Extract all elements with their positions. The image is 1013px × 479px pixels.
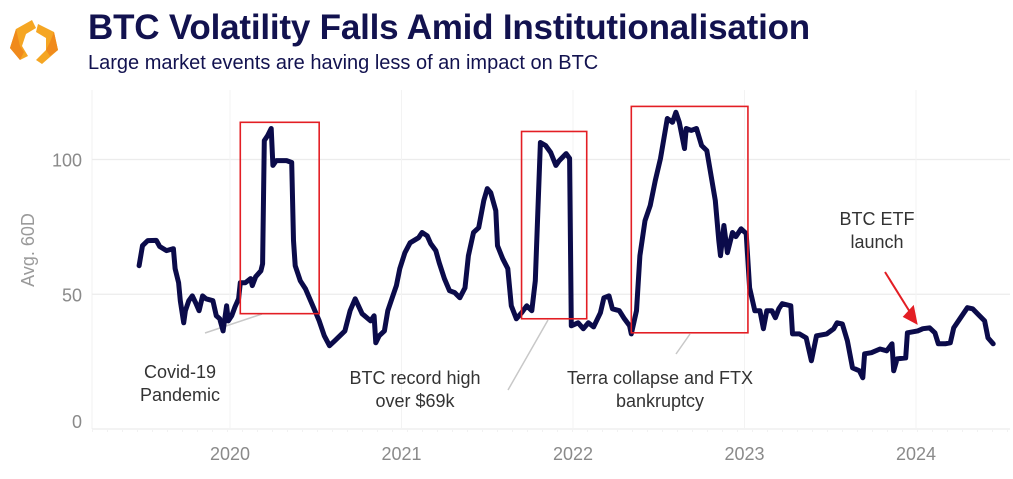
annotation-leaders bbox=[204, 313, 691, 391]
y-axis-ticks: 0 50 100 bbox=[52, 151, 82, 433]
annotation-label: bankruptcy bbox=[616, 391, 704, 411]
annotation-label: BTC ETF bbox=[840, 209, 915, 229]
x-tick-label: 2024 bbox=[896, 444, 936, 464]
gridlines bbox=[91, 90, 1010, 432]
x-tick-label: 2022 bbox=[553, 444, 593, 464]
annotation-label: Terra collapse and FTX bbox=[567, 368, 753, 388]
annotation-box bbox=[630, 105, 749, 334]
annotation-label: launch bbox=[850, 232, 903, 252]
annotation-label: Covid-19 bbox=[144, 362, 216, 382]
chart-title: BTC Volatility Falls Amid Institutionali… bbox=[88, 8, 810, 47]
y-tick-label: 0 bbox=[72, 412, 82, 432]
annotation-label: over $69k bbox=[375, 391, 455, 411]
annotation-boxes bbox=[239, 105, 749, 334]
chart-subtitle: Large market events are having less of a… bbox=[88, 52, 599, 74]
annotation-label: BTC record high bbox=[349, 368, 480, 388]
x-tick-label: 2023 bbox=[724, 444, 764, 464]
annotation-label: Pandemic bbox=[140, 385, 220, 405]
x-tick-label: 2020 bbox=[210, 444, 250, 464]
annotation-labels: Covid-19 Pandemic BTC record high over $69k… bbox=[140, 209, 918, 411]
y-tick-label: 100 bbox=[52, 151, 82, 171]
annotation-leader-line bbox=[675, 333, 691, 355]
annotation-box bbox=[239, 121, 320, 315]
arrow-head-icon bbox=[902, 304, 918, 325]
annotation-box bbox=[520, 130, 588, 320]
annotation-arrow bbox=[884, 271, 913, 316]
x-tick-label: 2021 bbox=[381, 444, 421, 464]
y-axis-label: Avg. 60D bbox=[18, 213, 38, 287]
brand-logo bbox=[10, 20, 58, 64]
annotation-leader-line bbox=[507, 319, 549, 391]
y-tick-label: 50 bbox=[62, 285, 82, 305]
annotation-leader-line bbox=[204, 313, 263, 334]
series-line bbox=[136, 109, 996, 381]
x-axis-ticks: 2020 2021 2022 2023 2024 bbox=[210, 444, 936, 464]
